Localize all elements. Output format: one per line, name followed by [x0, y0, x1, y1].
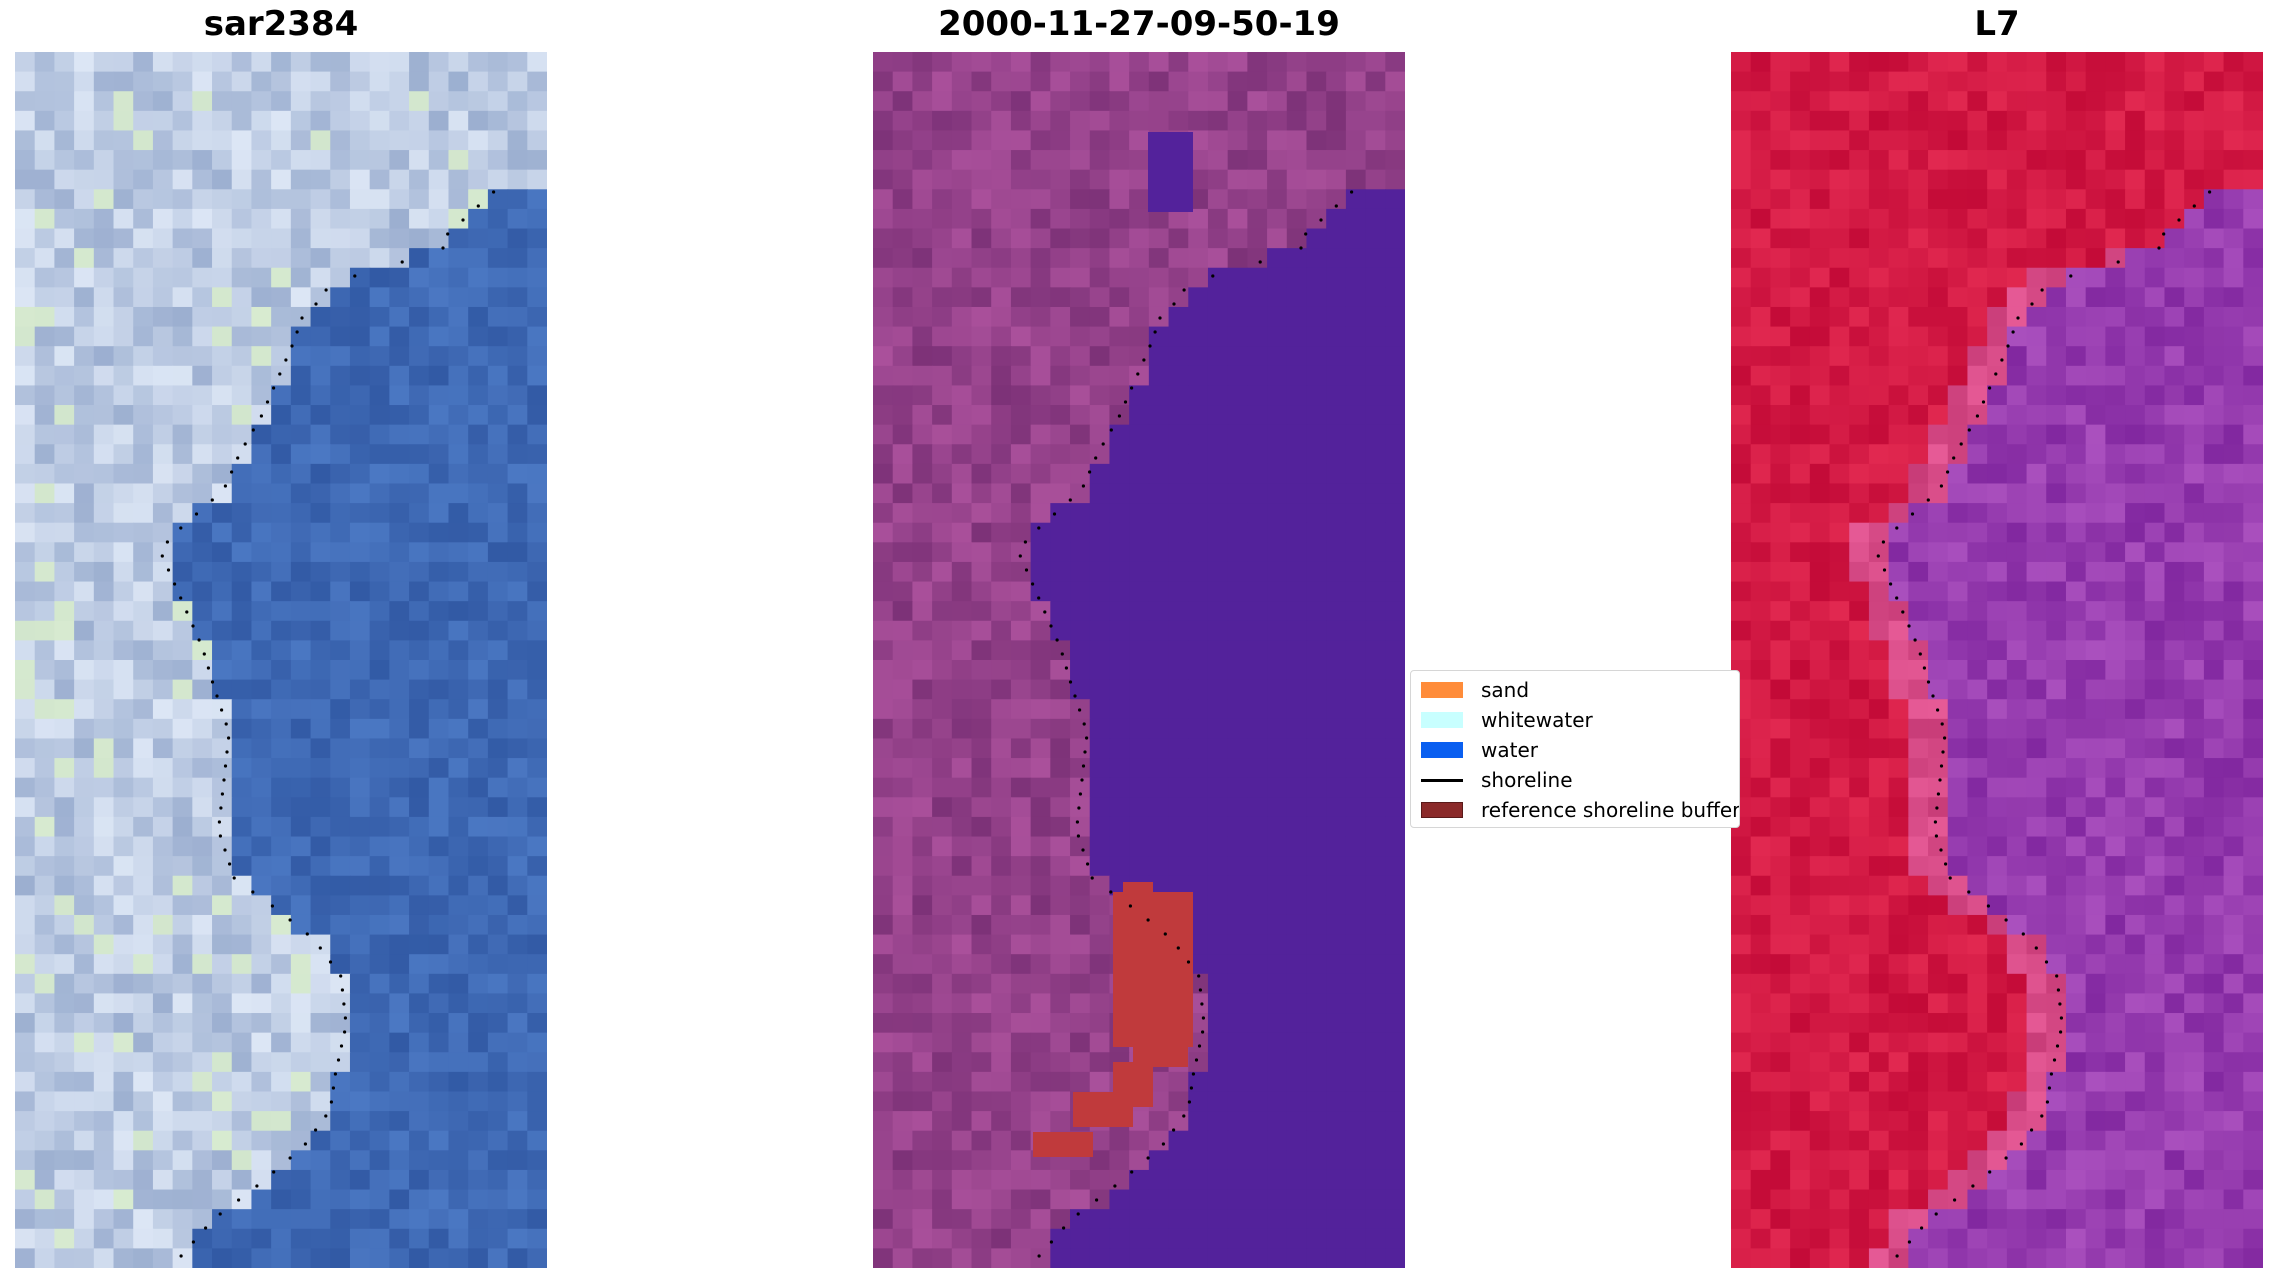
classified-image [873, 52, 1405, 1268]
panel-title-index: L7 [1974, 4, 2020, 44]
rgb-image-panel [15, 52, 547, 1268]
index-image-panel [1731, 52, 2263, 1268]
panel-title-classified: 2000-11-27-09-50-19 [938, 4, 1340, 44]
water-swatch [1421, 742, 1463, 758]
reference-buffer-swatch [1421, 802, 1463, 818]
classified-image-panel [873, 52, 1405, 1268]
legend-label-water: water [1481, 738, 1538, 762]
rgb-image [15, 52, 547, 1268]
shoreline-line-swatch [1421, 779, 1463, 782]
panel-title-rgb: sar2384 [203, 4, 359, 44]
sand-swatch [1421, 682, 1463, 698]
index-image [1731, 52, 2263, 1268]
whitewater-swatch [1421, 712, 1463, 728]
legend-label-shoreline: shoreline [1481, 768, 1573, 792]
legend: sand whitewater water shoreline referenc… [1410, 670, 1740, 828]
legend-label-sand: sand [1481, 678, 1530, 702]
legend-label-whitewater: whitewater [1481, 708, 1593, 732]
legend-label-reference-buffer: reference shoreline buffer [1481, 798, 1740, 822]
